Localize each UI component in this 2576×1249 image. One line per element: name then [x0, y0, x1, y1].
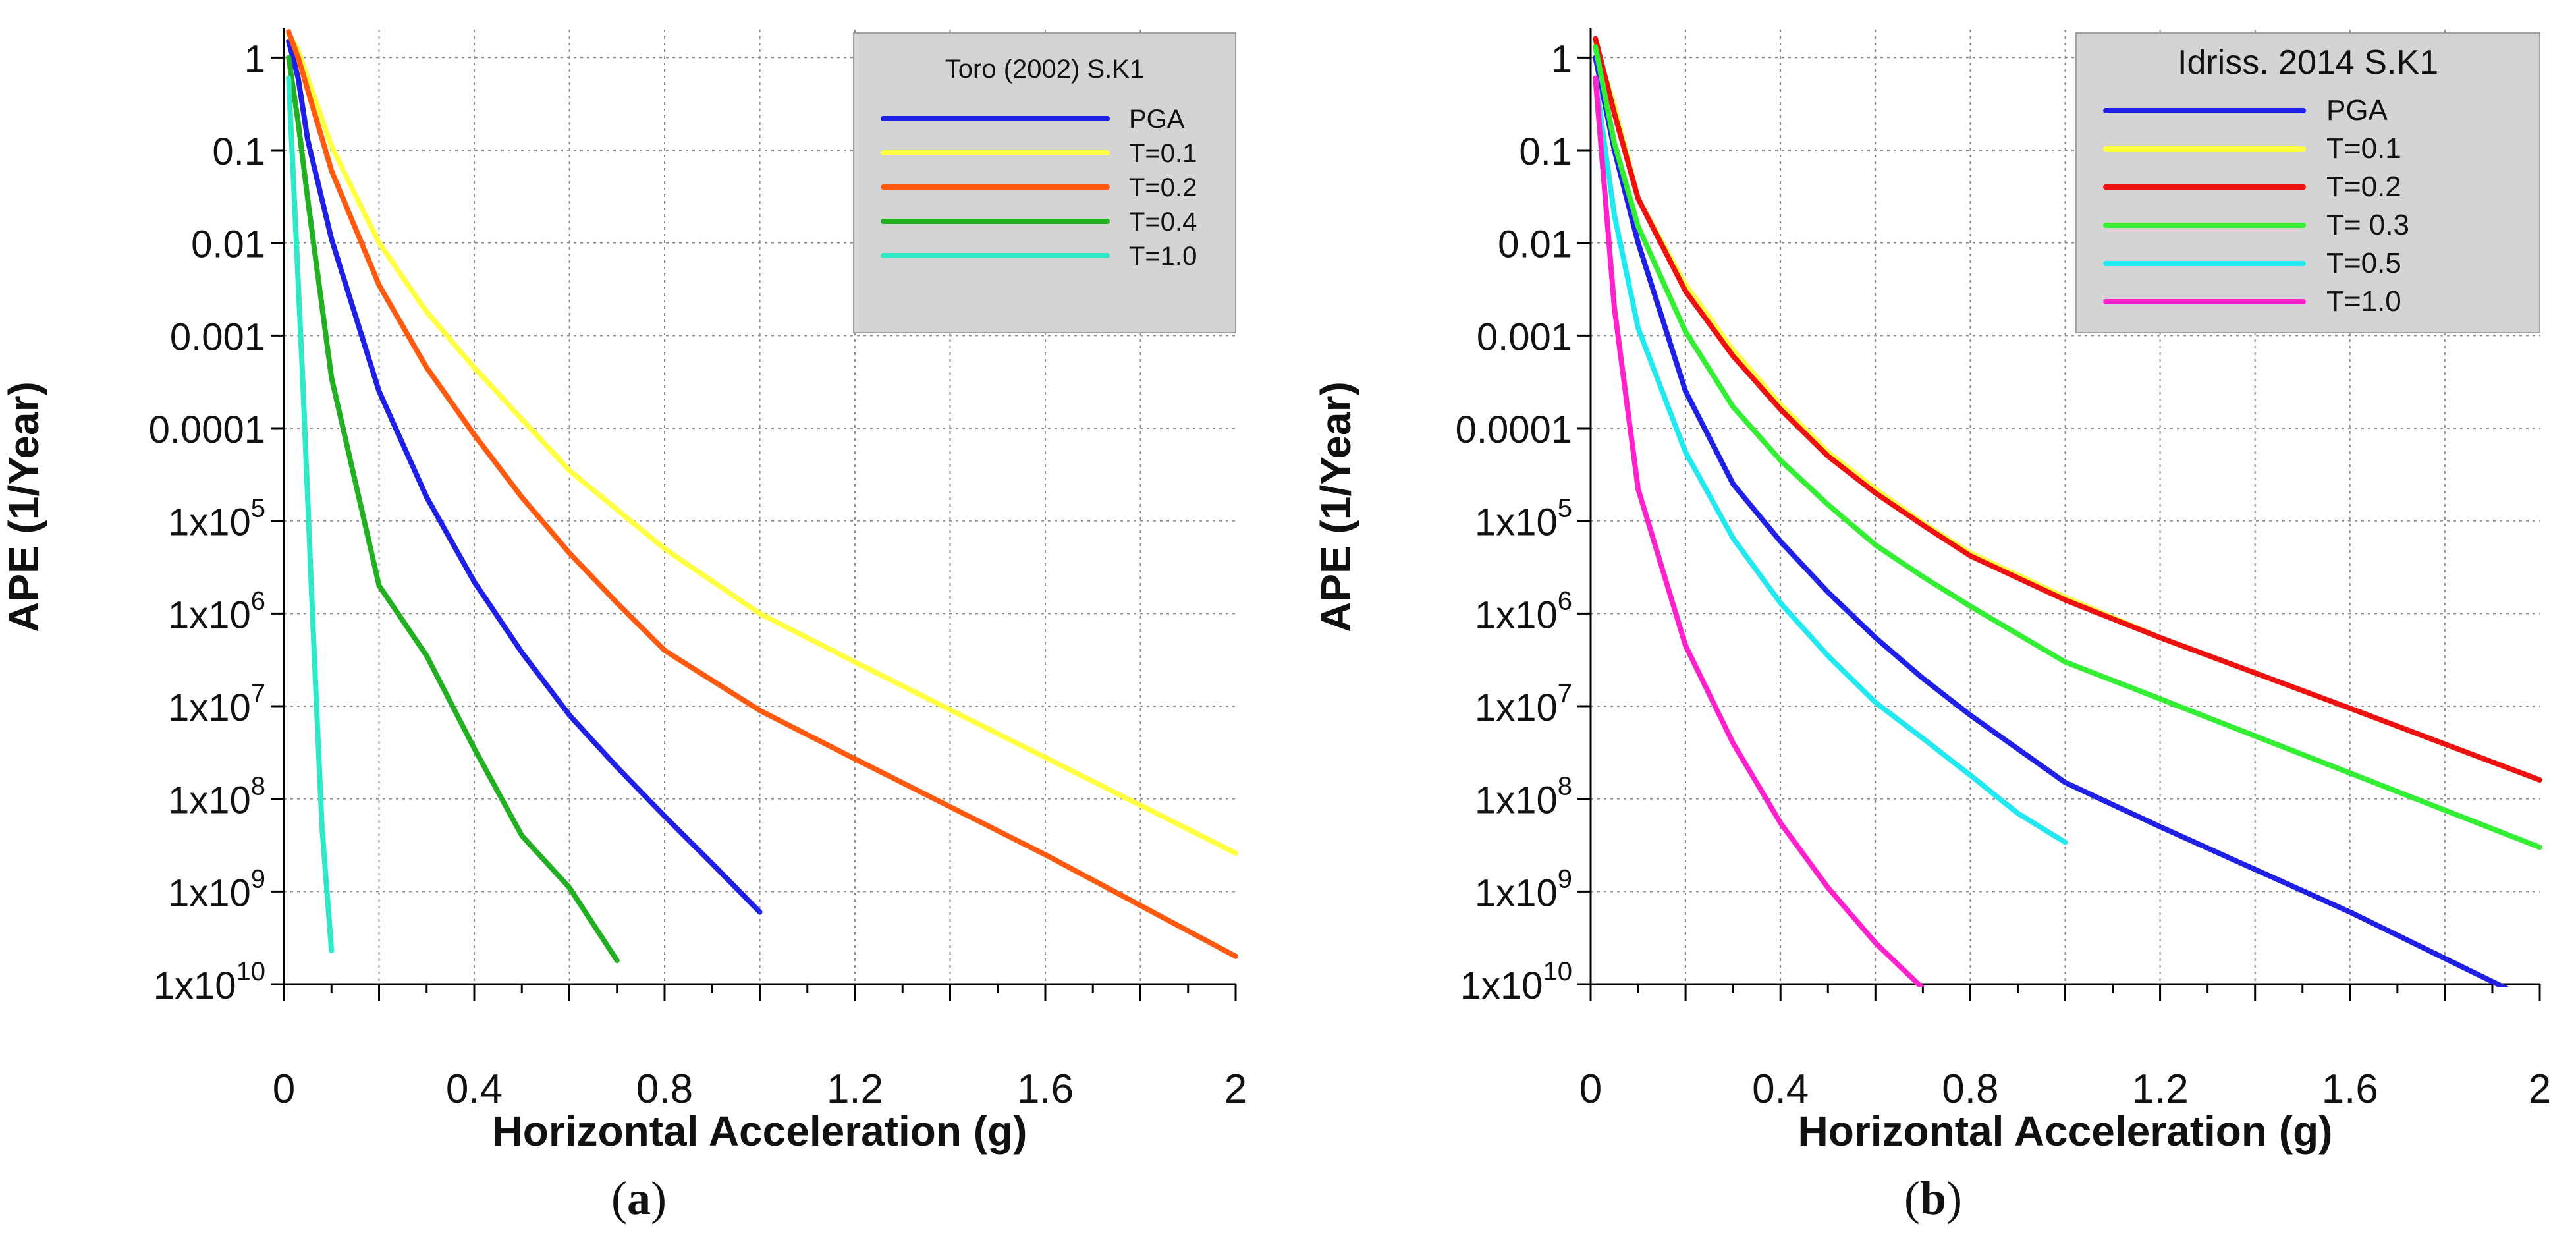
y-tick-label: 0.001 — [170, 316, 265, 358]
y-tick-label: 1x108 — [168, 772, 265, 822]
x-tick-label: 2 — [1224, 1067, 1247, 1112]
legend-label: T=0.2 — [1129, 173, 1197, 202]
panel-label: (a) — [611, 1172, 667, 1225]
y-tick-label: 1x1010 — [1460, 957, 1572, 1007]
y-tick-label: 1x108 — [1475, 772, 1572, 822]
y-tick-label: 1 — [1551, 38, 1572, 80]
chart-panel-a: 0 0.4 0.8 1.2 1.6 2 1 0.1 0.01 0.001 0.0001 1x105 1x… — [0, 28, 1247, 1225]
x-axis-title: Horizontal Acceleration (g) — [493, 1107, 1028, 1155]
y-axis-title: APE (1/Year) — [0, 381, 47, 632]
y-tick-label: 1x1010 — [153, 957, 265, 1007]
panel-label: (b) — [1904, 1172, 1962, 1225]
x-tick-label: 1.2 — [2131, 1067, 2188, 1112]
x-tick-label: 0 — [1579, 1067, 1602, 1112]
series-line-t-0-1 — [286, 31, 1238, 856]
legend-label: T=0.1 — [1129, 139, 1197, 168]
legend-box — [2075, 32, 2540, 333]
series-line-pga — [1593, 55, 2509, 987]
x-tick-label: 0 — [273, 1067, 295, 1112]
x-axis-title: Horizontal Acceleration (g) — [1798, 1107, 2333, 1155]
x-tick-label: 0.4 — [446, 1067, 503, 1112]
y-tick-label: 1x109 — [168, 864, 265, 914]
chart-panel-b: 0 0.4 0.8 1.2 1.6 2 1 0.1 0.01 0.001 0.0001 1x105 1x… — [1312, 28, 2551, 1225]
legend: Toro (2002) S.K1 PGA T=0.1 T=0.2 T=0.4 T=1.0 — [853, 32, 1236, 333]
legend-label: T=0.1 — [2326, 132, 2401, 165]
series-line-t-1-0 — [1593, 75, 1925, 987]
y-tick-label: 0.001 — [1477, 316, 1572, 358]
y-tick-label: 0.1 — [1519, 130, 1572, 173]
y-tick-label: 0.1 — [212, 130, 265, 173]
series-line-t-0-5 — [1593, 75, 2068, 845]
legend-label: T= 0.3 — [2326, 209, 2409, 241]
y-tick-label: 1x106 — [168, 586, 265, 636]
x-tick-label: 2 — [2529, 1067, 2551, 1112]
y-axis-title: APE (1/Year) — [1312, 381, 1359, 632]
y-tick-label: 1x106 — [1475, 586, 1572, 636]
x-tick-label: 1.2 — [827, 1067, 883, 1112]
legend-label: PGA — [2326, 94, 2388, 126]
y-tick-label: 0.01 — [191, 223, 265, 266]
x-tick-label: 1.6 — [2322, 1067, 2378, 1112]
x-tick-label: 0.8 — [1942, 1067, 1998, 1112]
y-tick-label: 1x109 — [1475, 864, 1572, 914]
y-tick-label: 1x107 — [1475, 679, 1572, 729]
series-line-t-1-0 — [286, 75, 335, 954]
series-lines — [286, 29, 1238, 964]
y-tick-label: 1x105 — [168, 494, 265, 544]
y-tick-label: 0.01 — [1498, 223, 1572, 266]
y-tick-label: 1x105 — [1475, 494, 1572, 544]
y-tick-label: 0.0001 — [149, 408, 265, 451]
legend-label: T=1.0 — [2326, 285, 2401, 318]
legend-box — [853, 32, 1236, 333]
series-line-t-0-2 — [286, 29, 1238, 959]
legend-title: Toro (2002) S.K1 — [945, 55, 1144, 84]
x-tick-label: 1.6 — [1017, 1067, 1074, 1112]
legend-label: PGA — [1129, 105, 1185, 134]
y-tick-label: 1x107 — [168, 679, 265, 729]
x-tick-label: 0.4 — [1752, 1067, 1809, 1112]
y-tick-label: 0.0001 — [1456, 408, 1572, 451]
legend-label: T=0.5 — [2326, 247, 2401, 279]
legend: Idriss. 2014 S.K1 PGA T=0.1 T=0.2 T= 0.3 T=0.… — [2075, 32, 2540, 333]
series-line-t-0-4 — [286, 55, 620, 964]
legend-label: T=0.4 — [1129, 208, 1197, 236]
y-tick-label: 1 — [244, 38, 265, 80]
series-line-t-0-3 — [1593, 44, 2542, 850]
legend-title: Idriss. 2014 S.K1 — [2178, 43, 2438, 82]
legend-label: T=1.0 — [1129, 242, 1197, 271]
series-line-pga — [286, 38, 763, 915]
series-lines — [1593, 36, 2542, 987]
legend-label: T=0.2 — [2326, 171, 2401, 203]
x-tick-label: 0.8 — [636, 1067, 693, 1112]
series-line-t-0-2 — [1593, 36, 2542, 783]
